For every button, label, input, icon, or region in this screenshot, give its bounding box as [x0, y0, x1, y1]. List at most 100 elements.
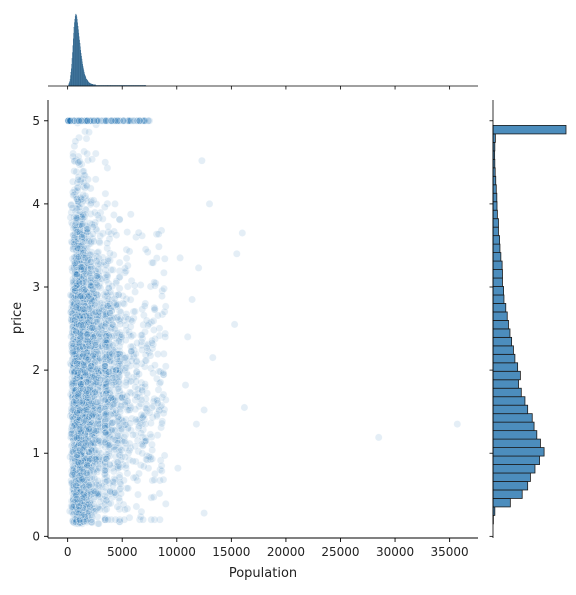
x-tick-label: 30000: [376, 545, 414, 559]
scatter-point: [124, 229, 131, 236]
scatter-point: [454, 421, 461, 428]
marginal-y-bar: [493, 354, 515, 362]
scatter-point: [107, 411, 114, 418]
scatter-point: [70, 153, 77, 160]
scatter-point: [71, 260, 78, 267]
scatter-point: [375, 434, 382, 441]
scatter-point: [101, 323, 108, 330]
scatter-point: [162, 363, 169, 370]
marginal-y-bar: [493, 481, 528, 489]
marginal-x-histogram: [48, 14, 478, 90]
scatter-point: [157, 379, 164, 386]
scatter-point: [103, 506, 110, 513]
scatter-point: [150, 326, 157, 333]
scatter-point: [153, 413, 160, 420]
scatter-point: [105, 344, 112, 351]
scatter-point: [147, 352, 154, 359]
scatter-point: [160, 476, 167, 483]
scatter-point: [87, 282, 94, 289]
scatter-point: [127, 420, 134, 427]
scatter-point: [162, 500, 169, 507]
scatter-point: [116, 259, 123, 266]
scatter-point: [129, 431, 136, 438]
scatter-point: [93, 461, 100, 468]
scatter-point: [75, 198, 82, 205]
scatter-point: [139, 331, 146, 338]
marginal-y-bar: [493, 244, 500, 252]
scatter-point: [109, 321, 116, 328]
scatter-point: [125, 485, 132, 492]
scatter-point: [132, 443, 139, 450]
scatter-point: [131, 308, 138, 315]
scatter-point: [111, 200, 118, 207]
scatter-point: [77, 380, 84, 387]
scatter-point: [130, 474, 137, 481]
marginal-y-bar: [493, 287, 504, 295]
scatter-point: [69, 349, 76, 356]
scatter-point: [122, 445, 129, 452]
scatter-point: [135, 371, 142, 378]
scatter-point: [105, 386, 112, 393]
scatter-point: [88, 366, 95, 373]
scatter-point: [102, 117, 109, 124]
scatter-point: [151, 306, 158, 313]
marginal-y-bar: [493, 236, 500, 244]
scatter-point: [92, 308, 99, 315]
marginal-y-bar: [493, 490, 522, 498]
scatter-point: [134, 117, 141, 124]
scatter-point: [92, 176, 99, 183]
scatter-point: [121, 354, 128, 361]
marginal-y-bar: [493, 312, 507, 320]
x-tick-label: 15000: [212, 545, 250, 559]
scatter-point: [79, 399, 86, 406]
scatter-point: [104, 240, 111, 247]
scatter-point: [135, 229, 142, 236]
scatter-point: [75, 340, 82, 347]
scatter-point: [209, 354, 216, 361]
scatter-point: [95, 266, 102, 273]
scatter-point: [94, 117, 101, 124]
scatter-point: [156, 490, 163, 497]
marginal-y-bar: [493, 371, 520, 379]
scatter-point: [91, 374, 98, 381]
scatter-point: [142, 246, 149, 253]
scatter-point: [89, 411, 96, 418]
y-axis-title: price: [10, 302, 25, 334]
scatter-point: [107, 310, 114, 317]
marginal-y-bar: [493, 261, 502, 269]
marginal-y-bar: [493, 414, 532, 422]
scatter-point: [127, 117, 134, 124]
scatter-points: [65, 117, 461, 527]
scatter-point: [127, 211, 134, 218]
scatter-point: [126, 248, 133, 255]
scatter-point: [134, 339, 141, 346]
scatter-point: [109, 374, 116, 381]
x-tick-label: 10000: [158, 545, 196, 559]
scatter-point: [195, 264, 202, 271]
scatter-point: [122, 454, 129, 461]
marginal-y-bar: [493, 439, 540, 447]
scatter-point: [72, 327, 79, 334]
scatter-point: [102, 478, 109, 485]
scatter-point: [84, 117, 91, 124]
marginal-y-bar: [493, 202, 497, 210]
scatter-point: [138, 411, 145, 418]
scatter-point: [123, 255, 130, 262]
scatter-point: [123, 379, 130, 386]
marginal-y-bar: [493, 456, 540, 464]
marginal-y-bar: [493, 303, 506, 311]
scatter-point: [79, 322, 86, 329]
scatter-point: [201, 406, 208, 413]
scatter-point: [132, 288, 139, 295]
scatter-point: [74, 184, 81, 191]
scatter-point: [102, 190, 109, 197]
scatter-point: [121, 506, 128, 513]
scatter-point: [122, 337, 129, 344]
scatter-point: [123, 392, 130, 399]
scatter-point: [150, 259, 157, 266]
scatter-point: [94, 212, 101, 219]
marginal-y-bar: [493, 473, 530, 481]
scatter-point: [136, 423, 143, 430]
scatter-point: [90, 197, 97, 204]
